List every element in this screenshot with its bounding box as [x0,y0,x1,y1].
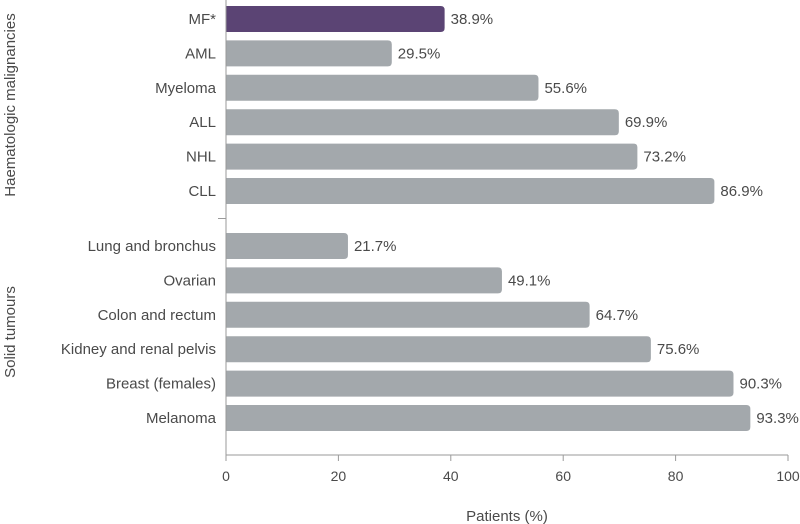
data-label: 21.7% [354,238,397,255]
bar [226,336,651,363]
group-label: Haematologic malignancies [2,13,19,196]
bar [226,233,348,259]
data-label: 86.9% [720,183,763,200]
data-label: 38.9% [451,11,494,28]
bar [226,267,502,294]
data-label: 69.9% [625,114,668,131]
x-tick-label: 0 [222,468,230,484]
category-label: AML [185,45,216,62]
category-label: ALL [189,114,216,131]
x-axis-title: Patients (%) [466,508,548,524]
category-label: NHL [186,149,216,166]
x-tick-label: 100 [776,468,800,484]
data-label: 93.3% [756,410,799,427]
bar [226,301,590,328]
bar [226,109,619,136]
category-label: Colon and rectum [98,307,216,324]
bar [226,143,638,170]
category-label: Ovarian [163,272,216,289]
data-label: 90.3% [739,376,782,393]
group-label: Solid tumours [2,286,19,378]
data-label: 55.6% [544,80,587,97]
bars-layer: MF* 38.9% AML 29.5% Myeloma 55.6% ALL 69.9% NHL 7… [61,6,799,431]
category-label: Breast (females) [106,376,216,393]
category-label: Lung and bronchus [88,238,216,255]
x-tick-label: 80 [668,468,684,484]
bar [226,405,751,431]
data-label: 49.1% [508,272,551,289]
data-label: 29.5% [398,45,441,62]
bar [226,74,539,101]
bar-group: MF* 38.9% AML 29.5% Myeloma 55.6% ALL 69.9% NHL 7… [155,6,763,204]
category-label: MF* [189,11,217,28]
data-label: 73.2% [643,149,686,166]
category-label: Kidney and renal pelvis [61,341,216,358]
category-label: Myeloma [155,80,217,97]
group-labels: Haematologic malignancies Solid tumours [2,13,19,378]
x-tick-label: 20 [331,468,347,484]
data-label: 64.7% [596,307,639,324]
x-axis: 0 20 40 60 80 100 [218,0,800,484]
x-tick-label: 40 [443,468,459,484]
bar-group: Lung and bronchus 21.7% Ovarian 49.1% Colon … [61,233,799,431]
bar [226,178,715,204]
data-label: 75.6% [657,341,700,358]
category-label: CLL [188,183,216,200]
bar [226,370,734,397]
bar [226,40,392,67]
bar [226,6,445,32]
x-tick-label: 60 [555,468,571,484]
category-label: Melanoma [146,410,217,427]
